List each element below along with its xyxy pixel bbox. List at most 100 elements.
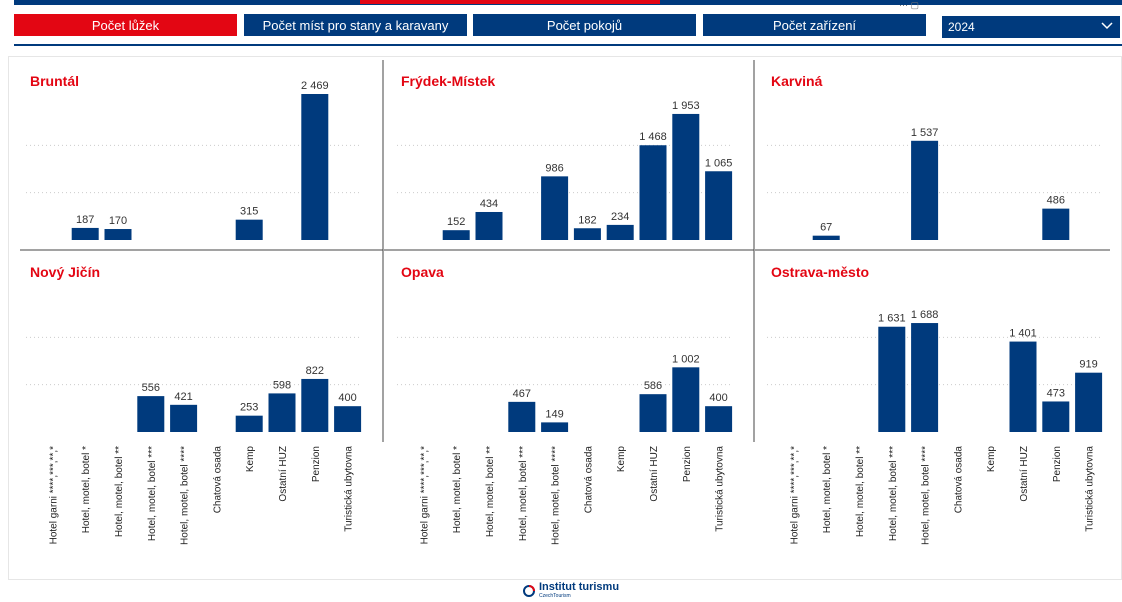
data-label: 986	[545, 162, 563, 174]
bar	[911, 140, 939, 240]
bar	[878, 326, 906, 432]
chevron-down-icon	[1100, 19, 1114, 36]
data-label: 919	[1079, 359, 1097, 371]
x-tick-label: Kemp	[616, 446, 627, 473]
chart-title-karvina: Karviná	[771, 73, 823, 89]
data-label: 1 953	[672, 100, 700, 112]
x-tick-label: Chatová osada	[953, 446, 964, 514]
x-tick-label: Hotel, motel, botel *	[452, 446, 463, 533]
logo-sub: CzechTourism	[539, 593, 571, 599]
year-select-value: 2024	[948, 20, 975, 34]
x-tick-label: Hotel garni ****,***,**,*	[419, 446, 430, 544]
bar	[1042, 401, 1070, 432]
title-fragment	[360, 0, 660, 4]
data-label: 556	[142, 382, 160, 394]
tab-pocet-zarizeni[interactable]: Počet zařízení	[703, 14, 926, 36]
bar	[71, 227, 99, 240]
x-tick-label: Hotel, motel, botel ****	[180, 446, 191, 545]
data-label: 149	[545, 408, 563, 420]
bar	[911, 323, 939, 432]
x-tick-label: Hotel, motel, botel *	[81, 446, 92, 533]
chart-title-frydek-mistek: Frýdek-Místek	[401, 73, 496, 89]
data-label: 182	[578, 214, 596, 226]
data-label: 400	[709, 392, 727, 404]
bar	[1042, 208, 1070, 240]
x-tick-label: Hotel, motel, botel ***	[888, 446, 899, 541]
x-tick-label: Turistická ubytovna	[344, 446, 355, 532]
bar	[541, 422, 569, 432]
data-label: 1 537	[911, 127, 939, 139]
x-tick-label: Penzion	[682, 446, 693, 482]
bar	[104, 229, 132, 240]
data-label: 473	[1047, 387, 1065, 399]
bar	[268, 393, 296, 432]
data-label: 315	[240, 206, 258, 218]
year-select[interactable]: 2024	[942, 16, 1120, 38]
x-tick-label: Turistická ubytovna	[1085, 446, 1096, 532]
tab-pocet-pokoju[interactable]: Počet pokojů	[473, 14, 696, 36]
tab-pocet-luzek[interactable]: Počet lůžek	[14, 14, 237, 36]
bar	[672, 367, 700, 432]
chart-title-bruntal: Bruntál	[30, 73, 79, 89]
x-tick-label: Turistická ubytovna	[715, 446, 726, 532]
bar	[573, 228, 601, 240]
x-tick-label: Kemp	[245, 446, 256, 473]
bar	[170, 404, 198, 432]
data-label: 67	[820, 222, 832, 234]
x-tick-label: Chatová osada	[212, 446, 223, 514]
grid-lines	[26, 336, 360, 386]
logo-icon	[523, 584, 535, 597]
data-label: 400	[338, 392, 356, 404]
x-tick-label: Hotel, motel, botel **	[114, 446, 125, 537]
data-label: 1 065	[705, 157, 733, 169]
x-tick-label: Hotel, motel, botel ***	[518, 446, 529, 541]
header-separator	[14, 44, 1122, 46]
data-label: 1 631	[878, 313, 906, 325]
x-tick-label: Penzion	[311, 446, 322, 482]
data-label: 234	[611, 211, 629, 223]
institut-turismu-logo: Institut turismu CzechTourism	[522, 582, 619, 599]
bar	[301, 378, 329, 432]
data-label: 152	[447, 216, 465, 228]
bar	[137, 396, 165, 432]
x-tick-label: Hotel, motel, botel ****	[921, 446, 932, 545]
x-tick-label: Kemp	[986, 446, 997, 473]
data-label: 2 469	[301, 80, 329, 92]
x-tick-label: Penzion	[1052, 446, 1063, 482]
bar	[235, 415, 263, 432]
data-label: 1 002	[672, 353, 700, 365]
data-label: 1 688	[911, 309, 939, 321]
data-label: 1 468	[639, 131, 667, 143]
data-label: 187	[76, 214, 94, 226]
logo-name: Institut turismu	[539, 581, 620, 593]
chart-title-novy-jicin: Nový Jičín	[30, 264, 101, 280]
x-tick-label: Hotel, motel, botel *	[822, 446, 833, 533]
data-label: 1 401	[1009, 328, 1037, 340]
bar	[475, 211, 503, 240]
bar	[334, 406, 362, 432]
bar	[235, 219, 263, 240]
bar	[672, 113, 700, 240]
tab-pocet-mist-stany[interactable]: Počet míst pro stany a karavany	[244, 14, 467, 36]
x-tick-label: Hotel, motel, botel ***	[147, 446, 158, 541]
bar	[541, 176, 569, 240]
x-tick-label: Ostatní HUZ	[278, 446, 289, 502]
bar	[442, 230, 470, 240]
bar	[508, 401, 536, 432]
data-label: 421	[174, 391, 192, 403]
data-label: 253	[240, 402, 258, 414]
bar	[301, 94, 329, 240]
x-tick-label: Hotel garni ****,***,**,*	[48, 446, 59, 544]
header-icons: ⋯ ▢	[899, 0, 920, 10]
x-tick-label: Hotel, motel, botel ****	[551, 446, 562, 545]
data-label: 586	[644, 380, 662, 392]
bar	[705, 406, 733, 432]
x-tick-label: Hotel, motel, botel **	[485, 446, 496, 537]
x-tick-label: Ostatní HUZ	[1019, 446, 1030, 502]
data-label: 434	[480, 198, 498, 210]
bar	[1009, 341, 1037, 432]
x-tick-label: Hotel garni ****,***,**,*	[789, 446, 800, 544]
data-label: 822	[306, 365, 324, 377]
bar	[812, 235, 840, 240]
data-label: 467	[513, 388, 531, 400]
